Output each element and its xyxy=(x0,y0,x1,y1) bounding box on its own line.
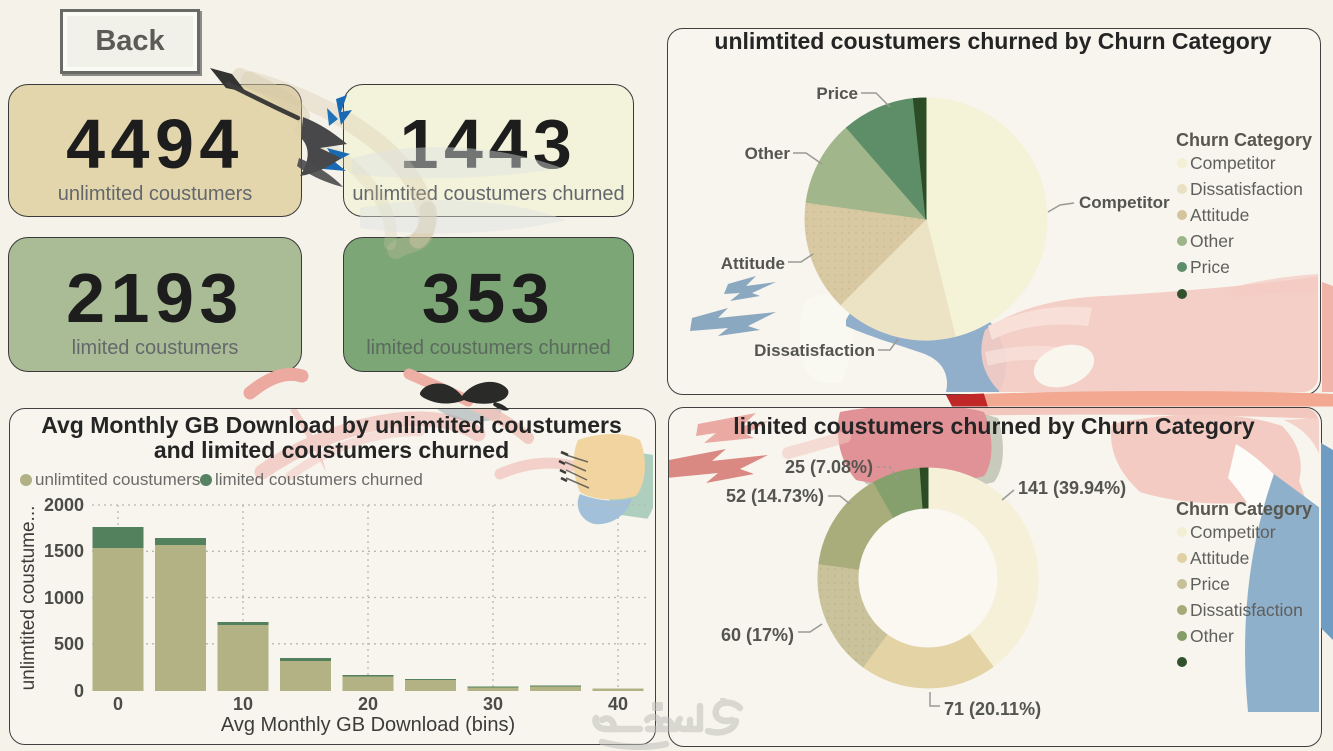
svg-text:Attitude: Attitude xyxy=(1190,548,1249,568)
svg-text:Avg Monthly GB Download (bins): Avg Monthly GB Download (bins) xyxy=(221,714,515,736)
svg-text:Other: Other xyxy=(1190,231,1234,251)
svg-text:60 (17%): 60 (17%) xyxy=(721,625,794,645)
svg-text:Other: Other xyxy=(1190,626,1234,646)
svg-text:71 (20.11%): 71 (20.11%) xyxy=(944,699,1041,719)
svg-text:Price: Price xyxy=(1190,574,1230,594)
svg-text:unlimtited coustume...: unlimtited coustume... xyxy=(18,506,39,691)
svg-text:Competitor: Competitor xyxy=(1079,193,1170,212)
svg-text:unlimtited coustumers: unlimtited coustumers xyxy=(35,470,200,489)
svg-text:Competitor: Competitor xyxy=(1190,153,1276,173)
svg-text:30: 30 xyxy=(483,694,503,714)
svg-text:0: 0 xyxy=(74,681,84,701)
svg-text:Other: Other xyxy=(745,144,791,163)
svg-text:0: 0 xyxy=(113,694,123,714)
svg-text:limited coustumers churned: limited coustumers churned xyxy=(215,470,423,489)
svg-text:40: 40 xyxy=(608,694,628,714)
svg-text:2000: 2000 xyxy=(44,495,84,515)
svg-text:20: 20 xyxy=(358,694,378,714)
svg-text:25 (7.08%): 25 (7.08%) xyxy=(785,457,873,477)
svg-text:141 (39.94%): 141 (39.94%) xyxy=(1018,478,1126,498)
svg-text:Attitude: Attitude xyxy=(1190,205,1249,225)
svg-text:Competitor: Competitor xyxy=(1190,522,1276,542)
svg-text:Dissatisfaction: Dissatisfaction xyxy=(1190,600,1303,620)
svg-text:1500: 1500 xyxy=(44,541,84,561)
svg-text:Price: Price xyxy=(816,84,858,103)
svg-text:Dissatisfaction: Dissatisfaction xyxy=(754,341,875,360)
svg-text:Price: Price xyxy=(1190,257,1230,277)
svg-text:Churn Category: Churn Category xyxy=(1176,130,1312,150)
svg-text:10: 10 xyxy=(233,694,253,714)
svg-text:52 (14.73%): 52 (14.73%) xyxy=(726,486,824,506)
svg-text:500: 500 xyxy=(54,634,84,654)
svg-text:Churn Category: Churn Category xyxy=(1176,499,1312,519)
svg-text:Attitude: Attitude xyxy=(721,254,785,273)
svg-text:Dissatisfaction: Dissatisfaction xyxy=(1190,179,1303,199)
svg-text:1000: 1000 xyxy=(44,588,84,608)
